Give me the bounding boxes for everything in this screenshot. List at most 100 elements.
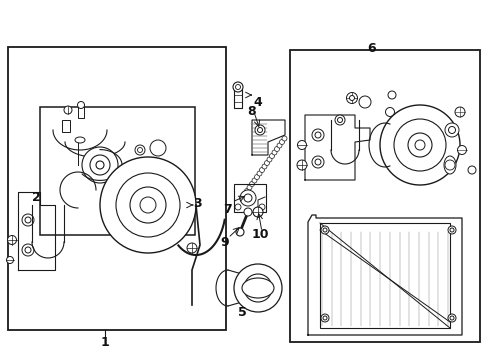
Circle shape [447, 226, 455, 234]
Circle shape [244, 208, 251, 216]
Circle shape [279, 139, 284, 144]
Text: 10: 10 [251, 229, 268, 242]
Ellipse shape [443, 156, 455, 174]
Text: 2: 2 [32, 192, 41, 204]
Circle shape [454, 107, 464, 117]
Circle shape [240, 190, 256, 206]
Circle shape [254, 125, 264, 135]
Circle shape [244, 274, 271, 302]
Bar [234, 184, 265, 212]
Circle shape [393, 119, 445, 171]
Ellipse shape [75, 137, 85, 143]
Circle shape [7, 235, 17, 244]
Text: 5: 5 [237, 306, 246, 319]
Circle shape [349, 95, 354, 100]
Circle shape [296, 160, 306, 170]
Circle shape [337, 117, 342, 122]
Circle shape [414, 140, 424, 150]
Circle shape [246, 185, 251, 190]
Circle shape [150, 140, 165, 156]
Circle shape [334, 115, 345, 125]
Ellipse shape [148, 167, 156, 172]
Circle shape [257, 171, 262, 176]
Circle shape [6, 256, 14, 264]
Ellipse shape [242, 278, 273, 298]
Text: 8: 8 [247, 105, 256, 118]
Text: 9: 9 [220, 235, 229, 248]
Circle shape [447, 126, 454, 134]
Circle shape [314, 159, 320, 165]
Circle shape [264, 161, 269, 166]
Circle shape [379, 105, 459, 185]
Circle shape [323, 316, 326, 320]
Circle shape [64, 106, 72, 114]
Circle shape [235, 204, 241, 210]
Circle shape [90, 155, 110, 175]
Text: 6: 6 [367, 41, 376, 54]
Circle shape [266, 157, 271, 162]
Circle shape [262, 164, 266, 169]
Text: 3: 3 [193, 198, 202, 211]
Bar [289, 50, 479, 342]
Circle shape [444, 160, 454, 170]
Circle shape [320, 314, 328, 322]
Circle shape [311, 129, 324, 141]
Circle shape [387, 91, 395, 99]
Circle shape [186, 243, 197, 253]
Circle shape [447, 314, 455, 322]
Circle shape [444, 123, 458, 137]
Circle shape [100, 157, 196, 253]
Polygon shape [305, 115, 369, 180]
Circle shape [320, 226, 328, 234]
Circle shape [249, 181, 254, 186]
Polygon shape [18, 192, 55, 270]
Circle shape [385, 108, 394, 117]
Circle shape [276, 143, 282, 148]
Circle shape [239, 195, 244, 201]
Circle shape [244, 189, 249, 193]
Circle shape [358, 96, 370, 108]
Circle shape [457, 145, 466, 154]
Circle shape [251, 178, 257, 183]
Circle shape [22, 244, 34, 256]
Circle shape [314, 132, 320, 138]
Circle shape [77, 102, 84, 108]
Circle shape [137, 148, 142, 153]
Bar [78, 106, 84, 118]
Circle shape [244, 194, 251, 202]
Circle shape [282, 136, 286, 141]
Circle shape [135, 145, 145, 155]
Circle shape [259, 167, 264, 172]
Circle shape [257, 127, 262, 132]
Circle shape [449, 228, 453, 232]
Circle shape [130, 187, 165, 223]
Bar [62, 120, 70, 132]
Circle shape [234, 264, 282, 312]
Bar [234, 88, 242, 108]
Text: 1: 1 [101, 336, 109, 348]
Circle shape [242, 192, 246, 197]
Circle shape [25, 217, 31, 223]
Text: 4: 4 [253, 95, 262, 108]
Circle shape [232, 82, 243, 92]
Circle shape [25, 247, 31, 253]
Circle shape [149, 167, 154, 172]
Circle shape [116, 173, 180, 237]
Polygon shape [307, 215, 461, 335]
Circle shape [254, 175, 259, 180]
Bar [8, 47, 225, 330]
Circle shape [407, 133, 431, 157]
Text: 7: 7 [223, 203, 232, 216]
Circle shape [323, 228, 326, 232]
Polygon shape [251, 120, 285, 155]
Circle shape [22, 214, 34, 226]
Circle shape [274, 147, 279, 152]
Bar [40, 107, 195, 235]
Circle shape [251, 282, 264, 294]
Circle shape [252, 207, 263, 217]
Circle shape [297, 140, 306, 149]
Circle shape [155, 142, 164, 152]
Circle shape [449, 316, 453, 320]
Circle shape [96, 161, 104, 169]
Circle shape [269, 153, 274, 158]
